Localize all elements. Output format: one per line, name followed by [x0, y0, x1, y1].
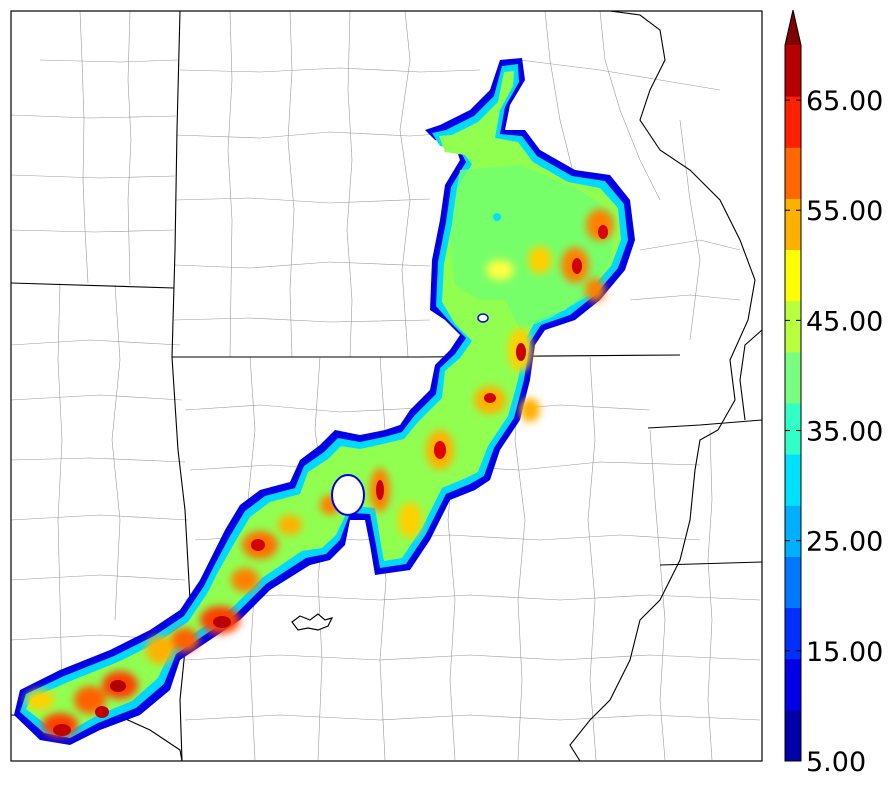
colorbar-tick-label: 35.00 [806, 417, 883, 448]
colorbar-segment [785, 658, 801, 711]
lake-outline [291, 613, 334, 631]
colorbar-tick-label: 45.00 [806, 306, 883, 337]
colorbar-segment [785, 300, 801, 353]
colorbar-segment [785, 556, 801, 609]
colorbar-segment [785, 45, 801, 97]
colorbar [784, 9, 802, 762]
colorbar-segment [785, 198, 801, 251]
county-boundaries [11, 11, 761, 761]
colorbar-segment [785, 709, 801, 762]
colorbar-tick-label: 55.00 [806, 196, 883, 227]
colorbar-tick-label: 25.00 [806, 527, 883, 558]
map-frame [10, 10, 763, 762]
colorbar-extend-arrow [785, 10, 801, 45]
colorbar-segment [785, 505, 801, 557]
colorbar-tick-label: 5.00 [806, 747, 866, 778]
colorbar-ticks: 5.00 15.00 25.00 35.00 45.00 55.00 65.00 [785, 86, 883, 778]
colorbar-tick-label: 15.00 [806, 637, 883, 668]
map-background [11, 11, 762, 761]
colorbar-segment [785, 403, 801, 455]
colorbar-segment [785, 96, 801, 148]
colorbar-segment [785, 147, 801, 199]
colorbar-segment [785, 351, 801, 404]
colorbar-segment [785, 607, 801, 660]
colorbar-segment [785, 249, 801, 302]
reflectivity-field [14, 58, 635, 745]
colorbar-tick-label: 65.00 [806, 86, 883, 117]
colorbar-segment [785, 454, 801, 506]
